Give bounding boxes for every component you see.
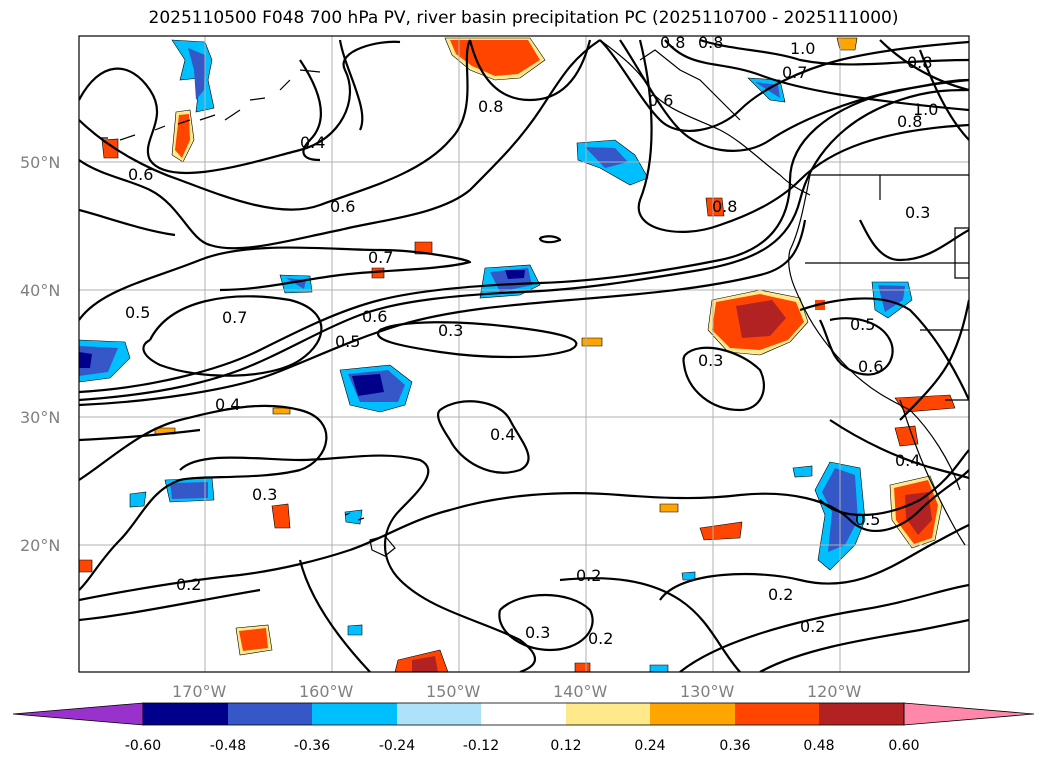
contour-label: 0.3 [525,623,550,642]
gridlines [79,36,969,672]
contour-label: 0.4 [895,451,920,470]
contour-label: 1.0 [790,39,815,58]
colorbar-segment [143,703,228,725]
colorbar-tick: 0.48 [803,738,834,754]
colorbar-tick: 0.24 [634,738,665,754]
colorbar-frame [142,702,905,726]
contour-label-group: 0.8 0.8 1.0 0.7 0.8 0.8 1.0 0.6 0.8 0.4 … [125,33,938,648]
contour-label: 0.6 [858,357,883,376]
contour-label: 0.5 [855,510,880,529]
colorbar-extend-low [12,702,144,726]
contour-label: 0.3 [438,321,463,340]
colorbar-tick: 0.60 [888,738,919,754]
precip-shading [79,37,956,672]
colorbar-tick: -0.48 [210,738,246,754]
map-title: 2025110500 F048 700 hPa PV, river basin … [148,8,899,28]
lon-label: 170°W [172,682,227,701]
contour-label: 0.6 [362,307,387,326]
colorbar-tick: 0.36 [719,738,750,754]
contour-label: 0.2 [800,617,825,636]
latitude-labels: 50°N 40°N 30°N 20°N [20,153,60,555]
contour-label: 0.4 [490,425,515,444]
lon-label: 160°W [299,682,354,701]
lon-label: 120°W [807,682,862,701]
contour-label: 0.5 [125,303,150,322]
lon-label: 140°W [553,682,608,701]
colorbar-segment [566,703,650,725]
contour-label: 0.8 [698,33,723,52]
colorbar-segment [481,703,566,725]
lat-label: 20°N [20,536,60,555]
contour-label: 1.0 [913,100,938,119]
pv-contours [79,38,969,672]
contour-label: 0.8 [712,197,737,216]
contour-label: 0.2 [768,585,793,604]
lat-label: 50°N [20,153,60,172]
colorbar-tick: -0.24 [379,738,415,754]
contour-label: 0.2 [176,575,201,594]
lat-label: 40°N [20,281,60,300]
contour-label: 0.7 [368,248,393,267]
contour-label: 0.8 [897,112,922,131]
contour-label: 0.7 [222,308,247,327]
colorbar-tick: -0.12 [463,738,499,754]
contour-label: 0.4 [300,133,325,152]
contour-label: 0.5 [850,315,875,334]
colorbar-tick: -0.60 [125,738,161,754]
colorbar-tick: 0.12 [550,738,581,754]
contour-label: 0.6 [648,91,673,110]
colorbar-segment [397,703,481,725]
colorbar-segment [819,703,904,725]
coastlines [100,39,969,557]
colorbar-segment [312,703,397,725]
lat-label: 30°N [20,408,60,427]
lon-label: 130°W [680,682,735,701]
contour-label: 0.3 [252,485,277,504]
contour-label: 0.8 [907,53,932,72]
contour-label: 0.6 [330,197,355,216]
colorbar-tick: -0.36 [294,738,330,754]
colorbar-segment [650,703,735,725]
contour-label: 0.6 [128,165,153,184]
colorbar: -0.60 -0.48 -0.36 -0.24 -0.12 0.12 0.24 … [12,702,1035,754]
map-frame [78,35,970,673]
contour-label: 0.4 [215,395,240,414]
colorbar-segment [228,703,312,725]
colorbar-segment [735,703,819,725]
contour-label: 0.8 [478,97,503,116]
contour-label: 0.3 [905,203,930,222]
colorbar-extend-high [903,702,1035,726]
contour-label: 0.5 [335,332,360,351]
longitude-labels: 170°W 160°W 150°W 140°W 130°W 120°W [172,682,862,701]
contour-label: 0.2 [588,629,613,648]
contour-label: 0.3 [698,351,723,370]
contour-label: 0.2 [576,566,601,585]
lon-label: 150°W [426,682,481,701]
contour-label: 0.7 [782,63,807,82]
contour-label: 0.8 [660,33,685,52]
map-background [79,36,969,672]
